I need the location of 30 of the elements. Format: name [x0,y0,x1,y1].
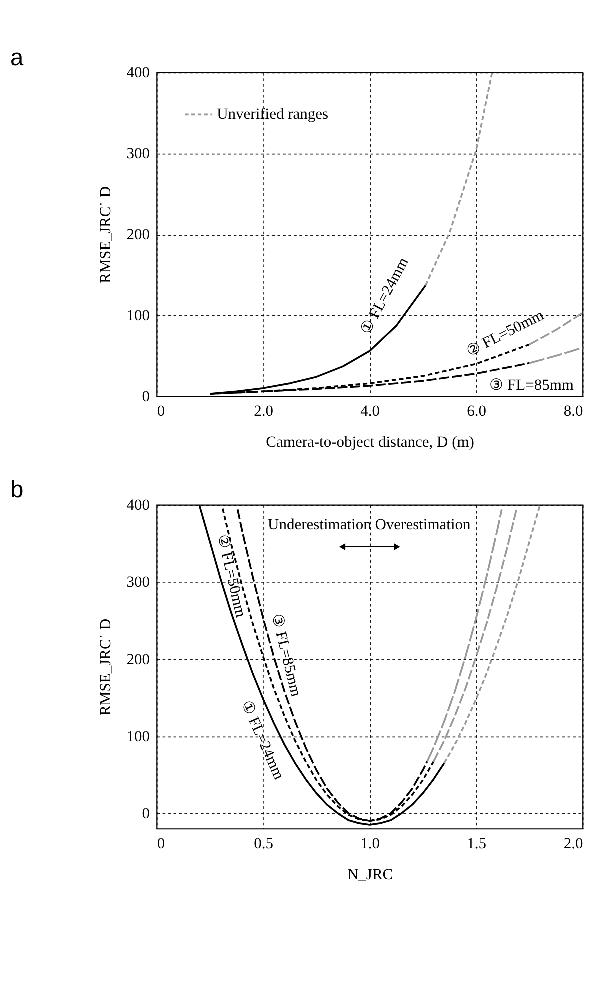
y-tick-label: 200 [126,226,150,244]
annotation: ③ FL=85mm [268,612,305,699]
y-tick-label: 300 [126,574,150,592]
x-tick-label: 2.0 [564,835,584,852]
x-tick-label: 4.0 [360,403,380,420]
x-axis-title: N_JRC [347,866,394,884]
annotation: ③ FL=85mm [490,377,574,394]
y-axis-title: RMSE_JRC˙ D [97,186,114,284]
x-tick-label: 2.0 [254,403,274,420]
y-tick-label: 300 [126,146,150,163]
x-tick-label: 1.0 [360,835,380,852]
chart-title: a [10,45,24,72]
legend-label: Unverified ranges [217,106,329,124]
y-tick-label: 100 [126,308,150,325]
y-axis-title: RMSE_JRC˙ D [97,618,114,716]
y-tick-label: 0 [142,388,150,406]
x-tick-label: 1.5 [467,835,487,852]
x-tick-label: 6.0 [467,403,487,420]
x-tick-label: 0 [157,835,166,852]
y-tick-label: 400 [126,64,150,82]
y-tick-label: 400 [126,497,150,514]
x-tick-label: 0.5 [254,835,274,852]
x-tick-label: 8.0 [564,403,584,420]
chart-title: b [10,478,24,504]
x-axis-title: Camera-to-object distance, D (m) [266,434,474,452]
y-tick-label: 0 [142,805,150,822]
y-tick-label: 100 [126,728,150,746]
x-tick-label: 0 [157,403,166,420]
y-tick-label: 200 [126,651,150,668]
annotation: Underestimation Overestimation [268,516,472,534]
